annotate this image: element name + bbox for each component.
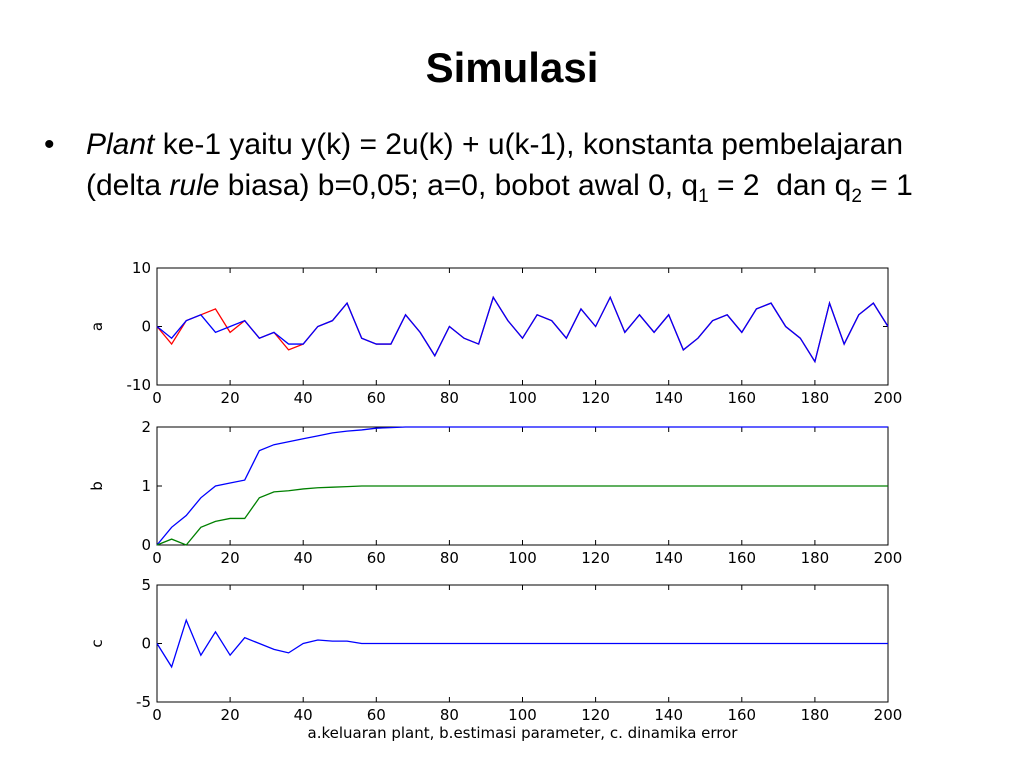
x-tick-label: 160 [727, 389, 756, 407]
x-tick-label: 0 [152, 389, 162, 407]
text-part: = 1 [861, 169, 913, 202]
x-tick-label: 40 [294, 389, 313, 407]
y-axis-label: c [88, 639, 106, 647]
x-tick-label: 200 [874, 549, 903, 567]
plot-area [156, 267, 889, 386]
x-tick-label: 100 [508, 389, 537, 407]
y-tick-label: 2 [141, 418, 151, 436]
text-part: ke-1 yaitu y(k) = 2u(k) + u(k-1), konsta… [86, 128, 904, 202]
x-tick-label: 0 [152, 549, 162, 567]
y-tick-label: 10 [132, 259, 151, 277]
text-part: Plant [86, 128, 155, 161]
y-tick-label: -10 [127, 376, 152, 394]
x-tick-label: 160 [727, 549, 756, 567]
text-part: = 2 dan q [708, 169, 852, 202]
x-tick-label: 100 [508, 549, 537, 567]
y-axis-label: b [88, 481, 106, 491]
x-tick-label: 180 [801, 549, 830, 567]
bullet-dot: • [44, 128, 55, 161]
x-axis-label: a.keluaran plant, b.estimasi parameter, … [308, 724, 739, 742]
x-tick-label: 120 [581, 549, 610, 567]
x-tick-label: 20 [221, 706, 240, 724]
series-line [156, 485, 888, 546]
x-tick-label: 20 [221, 389, 240, 407]
x-tick-label: 80 [440, 549, 459, 567]
x-tick-label: 40 [294, 549, 313, 567]
x-tick-label: 120 [581, 706, 610, 724]
x-tick-label: 100 [508, 706, 537, 724]
text-part: 1 [698, 186, 709, 207]
y-tick-label: 0 [141, 318, 151, 336]
text-part: 2 [851, 186, 862, 207]
y-axis-label: a [88, 322, 106, 331]
y-tick-label: 0 [141, 635, 151, 653]
x-tick-label: 120 [581, 389, 610, 407]
x-tick-label: 20 [221, 549, 240, 567]
x-tick-label: 160 [727, 706, 756, 724]
x-tick-label: 60 [367, 706, 386, 724]
y-tick-label: -5 [136, 693, 151, 711]
x-tick-label: 200 [874, 389, 903, 407]
y-tick-label: 0 [141, 536, 151, 554]
x-tick-label: 140 [654, 549, 683, 567]
x-tick-label: 60 [367, 549, 386, 567]
x-tick-label: 180 [801, 389, 830, 407]
x-tick-label: 180 [801, 706, 830, 724]
y-tick-label: 1 [141, 477, 151, 495]
x-tick-label: 200 [874, 706, 903, 724]
series-line [156, 618, 888, 669]
x-tick-label: 140 [654, 389, 683, 407]
text-part: biasa) b=0,05; a=0, bobot awal 0, q [219, 169, 699, 202]
x-tick-label: 40 [294, 706, 313, 724]
bullet-text: Plant ke-1 yaitu y(k) = 2u(k) + u(k-1), … [86, 124, 986, 206]
text-part: rule [169, 169, 220, 202]
x-tick-label: 140 [654, 706, 683, 724]
x-tick-label: 80 [440, 706, 459, 724]
slide-title: Simulasi [425, 44, 599, 91]
y-tick-label: 5 [141, 576, 151, 594]
x-tick-label: 60 [367, 389, 386, 407]
series-line [156, 426, 888, 546]
series-line [156, 295, 889, 364]
x-tick-label: 80 [440, 389, 459, 407]
x-tick-label: 0 [152, 706, 162, 724]
